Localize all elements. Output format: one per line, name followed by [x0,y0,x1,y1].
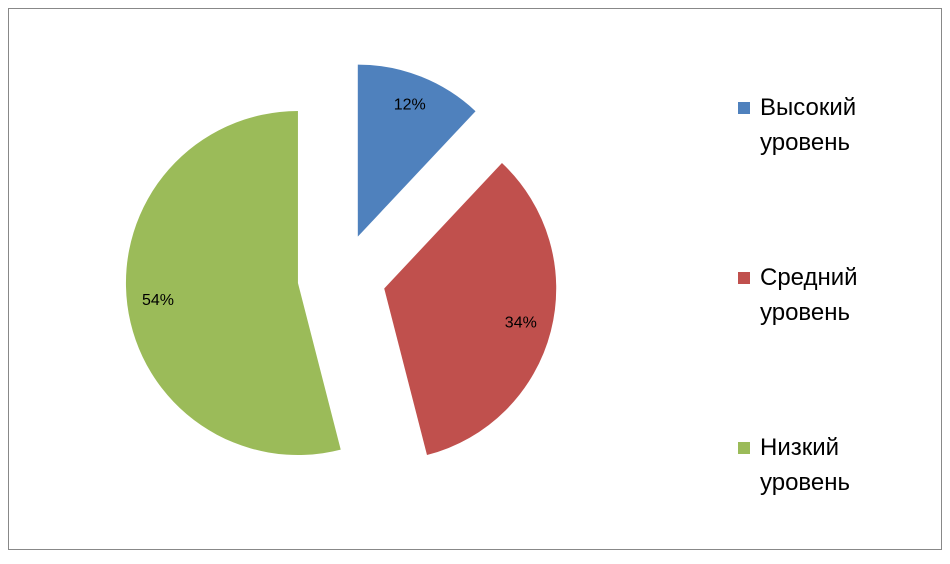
legend-label: Средний уровень [760,264,858,326]
pie-slice [357,64,476,237]
data-label: 12% [394,97,426,114]
data-label: 54% [142,292,174,309]
pie-slice [384,163,557,456]
legend-swatch [738,272,750,284]
data-label: 34% [505,315,537,332]
legend-label: Высокий уровень [760,94,857,156]
legend-label: Низкий уровень [760,434,851,496]
legend-swatch [738,442,750,454]
pie-slice [125,111,341,456]
legend-swatch [738,102,750,114]
